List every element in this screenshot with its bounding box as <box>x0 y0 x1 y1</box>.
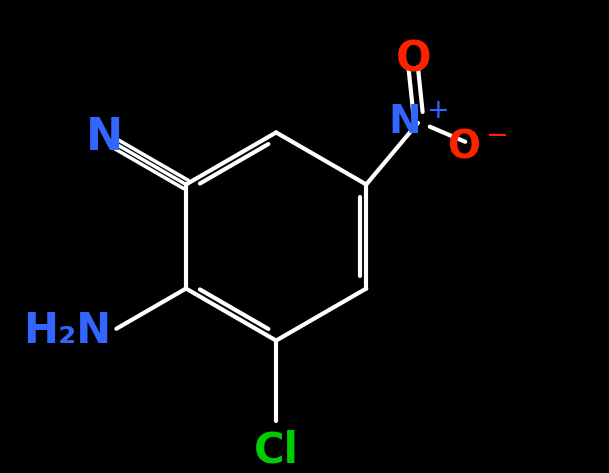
Text: H₂N: H₂N <box>24 310 111 352</box>
Text: N: N <box>86 116 123 158</box>
Text: $\mathbf{O}^-$: $\mathbf{O}^-$ <box>447 128 507 166</box>
Text: $\mathbf{N}^+$: $\mathbf{N}^+$ <box>388 104 448 142</box>
Text: Cl: Cl <box>254 429 298 472</box>
Text: O: O <box>395 38 431 80</box>
